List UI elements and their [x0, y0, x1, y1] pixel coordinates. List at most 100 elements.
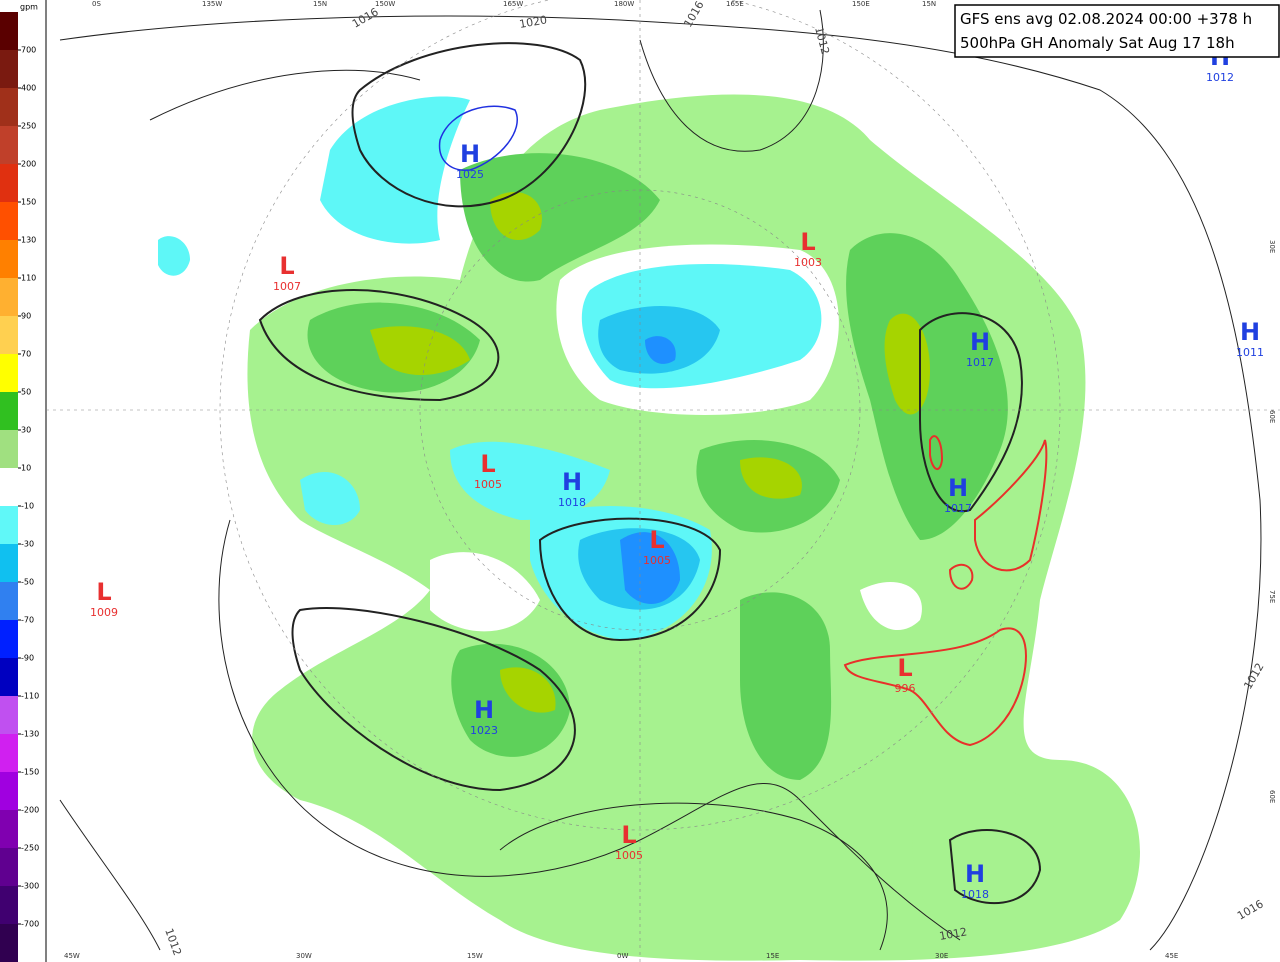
colorbar-label: -150	[21, 768, 39, 777]
colorbar-label: 130	[21, 236, 36, 245]
colorbar-band	[0, 392, 18, 431]
anomaly-yellow-green	[740, 457, 802, 499]
edge-label: 45E	[1165, 952, 1178, 960]
colorbar-band	[0, 658, 18, 697]
center-symbol: H	[965, 860, 985, 888]
isobars	[258, 42, 1042, 905]
isobar	[59, 799, 161, 951]
center-pressure: 1018	[558, 496, 586, 509]
anomaly-deep-blue	[645, 336, 676, 364]
edge-label: 15N	[922, 0, 936, 8]
edge-label: 0S	[92, 0, 101, 8]
center-symbol: L	[897, 654, 912, 682]
center-pressure: 1017	[966, 356, 994, 369]
colorbar-label: 90	[21, 312, 31, 321]
center-pressure: 1007	[273, 280, 301, 293]
colorbar-label: 50	[21, 388, 31, 397]
isobar	[948, 829, 1042, 905]
colorbar-label: 10	[21, 464, 31, 473]
colorbar-band	[0, 164, 18, 203]
anomaly-cyan	[158, 236, 190, 276]
center-pressure: 1009	[90, 606, 118, 619]
edge-label: 0W	[617, 952, 628, 960]
graticule	[46, 0, 1280, 962]
anomaly-mid-green	[740, 592, 832, 780]
center-symbol: L	[279, 252, 294, 280]
isobar	[499, 802, 888, 951]
colorbar-band	[0, 202, 18, 241]
center-pressure: 1018	[961, 888, 989, 901]
anomaly-neutral	[860, 581, 922, 630]
center-pressure: 1011	[1236, 346, 1264, 359]
edge-label: 180W	[614, 0, 634, 8]
center-symbol: L	[800, 228, 815, 256]
colorbar-band	[0, 316, 18, 355]
center-symbol: L	[96, 578, 111, 606]
edge-label: 135W	[202, 0, 222, 8]
colorbar-label: 150	[21, 198, 36, 207]
isobar	[351, 42, 587, 208]
edge-label: 45W	[64, 952, 80, 960]
center-symbol: H	[562, 468, 582, 496]
title-line: 500hPa GH Anomaly Sat Aug 17 18h	[960, 34, 1235, 52]
title-line: GFS ens avg 02.08.2024 00:00 +378 h	[960, 10, 1252, 28]
colorbar-band	[0, 88, 18, 127]
title-box: GFS ens avg 02.08.2024 00:00 +378 h 500h…	[954, 4, 1280, 58]
colorbar-band	[0, 620, 18, 659]
isobar	[639, 9, 824, 152]
isobar-label: 1012	[938, 925, 968, 943]
colorbar-band	[0, 544, 18, 583]
colorbar: gpm 700 400 250 200 150 130 110 90 70 50 30 10 -10 -30…	[0, 0, 47, 962]
colorbar-band	[0, 772, 18, 811]
edge-label: 15N	[313, 0, 327, 8]
center-pressure: 1012	[1206, 71, 1234, 84]
isobar	[258, 289, 500, 402]
center-pressure: 1025	[456, 168, 484, 181]
contour	[843, 627, 1027, 747]
low-anomaly-contours	[843, 435, 1048, 747]
center-pressure: 1005	[643, 554, 671, 567]
colorbar-band	[0, 696, 18, 735]
edge-label: 30W	[296, 952, 312, 960]
colorbar-label: -110	[21, 692, 39, 701]
anomaly-cyan	[320, 96, 470, 244]
pressure-centers: H1025L1007L1003H1017H1011H1012L1005H1018…	[90, 43, 1264, 901]
edge-label: 15E	[766, 952, 779, 960]
center-symbol: H	[460, 140, 480, 168]
edge-labels: 0S 135W 15N 150W 165W 180W 165E 150E 15N 45W 30W 15…	[64, 0, 1276, 960]
colorbar-band	[0, 126, 18, 165]
colorbar-label: 700	[21, 46, 36, 55]
edge-label: 15W	[467, 952, 483, 960]
contour	[929, 435, 944, 470]
colorbar-label: 30	[21, 426, 31, 435]
isobar	[919, 312, 1023, 513]
colorbar-label: -10	[21, 502, 34, 511]
anomaly-yellow-green	[370, 326, 470, 375]
anomaly-yellow-green	[500, 667, 556, 713]
colorbar-band	[0, 506, 18, 545]
center-symbol: H	[970, 328, 990, 356]
colorbar-band	[0, 354, 18, 393]
colorbar-label: -300	[21, 882, 39, 891]
center-symbol: L	[621, 821, 636, 849]
isobar-label: 1020	[518, 13, 548, 31]
edge-label: 30E	[1268, 240, 1276, 253]
center-pressure: 996	[895, 682, 916, 695]
anomaly-deep-blue	[620, 532, 680, 604]
edge-label: 165E	[726, 0, 744, 8]
center-pressure: 1005	[615, 849, 643, 862]
colorbar-band	[0, 278, 18, 317]
map-area	[46, 0, 1280, 962]
center-symbol: H	[1240, 318, 1260, 346]
anomaly-cyan	[300, 471, 360, 525]
colorbar-label: -250	[21, 844, 39, 853]
colorbar-band	[0, 12, 18, 51]
edge-label: 30E	[935, 952, 948, 960]
center-symbol: H	[948, 474, 968, 502]
colorbar-unit: gpm	[20, 3, 38, 12]
title-frame	[954, 4, 1280, 58]
colorbar-label: -200	[21, 806, 39, 815]
anomaly-light-green	[912, 778, 1060, 932]
anomaly-mid-green	[451, 643, 570, 757]
colorbar-band	[0, 924, 18, 962]
